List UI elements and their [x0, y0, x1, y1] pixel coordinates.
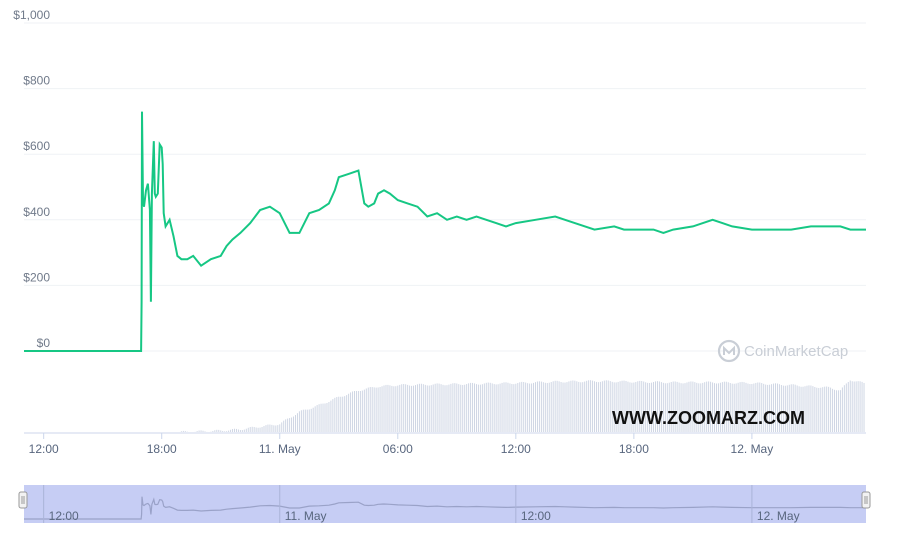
- x-tick-label: 12:00: [501, 442, 531, 456]
- range-navigator[interactable]: 12:00 11. May 12:00 12. May: [18, 485, 871, 523]
- y-tick-label: $1,000: [13, 8, 50, 22]
- navigator-ticks: 12:00 11. May 12:00 12. May: [43, 485, 800, 523]
- price-series-line: [24, 111, 866, 352]
- navigator-series-line: [24, 496, 866, 520]
- site-label: WWW.ZOOMARZ.COM: [612, 408, 805, 428]
- y-tick-label: $200: [23, 270, 50, 284]
- y-tick-label: $800: [23, 74, 50, 88]
- x-tick-label: 06:00: [383, 442, 413, 456]
- y-axis-ticks: $1,000 $800 $600 $400 $200 $0: [13, 8, 50, 350]
- volume-bars: [180, 380, 865, 432]
- x-tick-label: 18:00: [147, 442, 177, 456]
- x-tick-label: 12. May: [731, 442, 774, 456]
- navigator-left-handle[interactable]: [18, 491, 28, 509]
- navigator-right-handle[interactable]: [861, 491, 871, 509]
- x-axis: 12:00 18:00 11. May 06:00 12:00 18:00 12. May: [24, 432, 866, 456]
- x-tick-label: 18:00: [619, 442, 649, 456]
- navigator-tick-label: 12:00: [521, 509, 551, 523]
- y-tick-label: $600: [23, 139, 50, 153]
- y-tick-label: $0: [37, 336, 51, 350]
- navigator-selection[interactable]: [24, 485, 866, 523]
- navigator-tick-label: 12:00: [49, 509, 79, 523]
- x-tick-label: 11. May: [259, 442, 301, 456]
- coinmarketcap-logo-icon: [717, 339, 741, 363]
- x-tick-label: 12:00: [29, 442, 59, 456]
- coinmarketcap-watermark: CoinMarketCap: [717, 339, 848, 363]
- navigator-tick-label: 11. May: [285, 509, 327, 523]
- watermark-text: CoinMarketCap: [744, 343, 848, 360]
- y-tick-label: $400: [23, 205, 50, 219]
- navigator-tick-label: 12. May: [757, 509, 800, 523]
